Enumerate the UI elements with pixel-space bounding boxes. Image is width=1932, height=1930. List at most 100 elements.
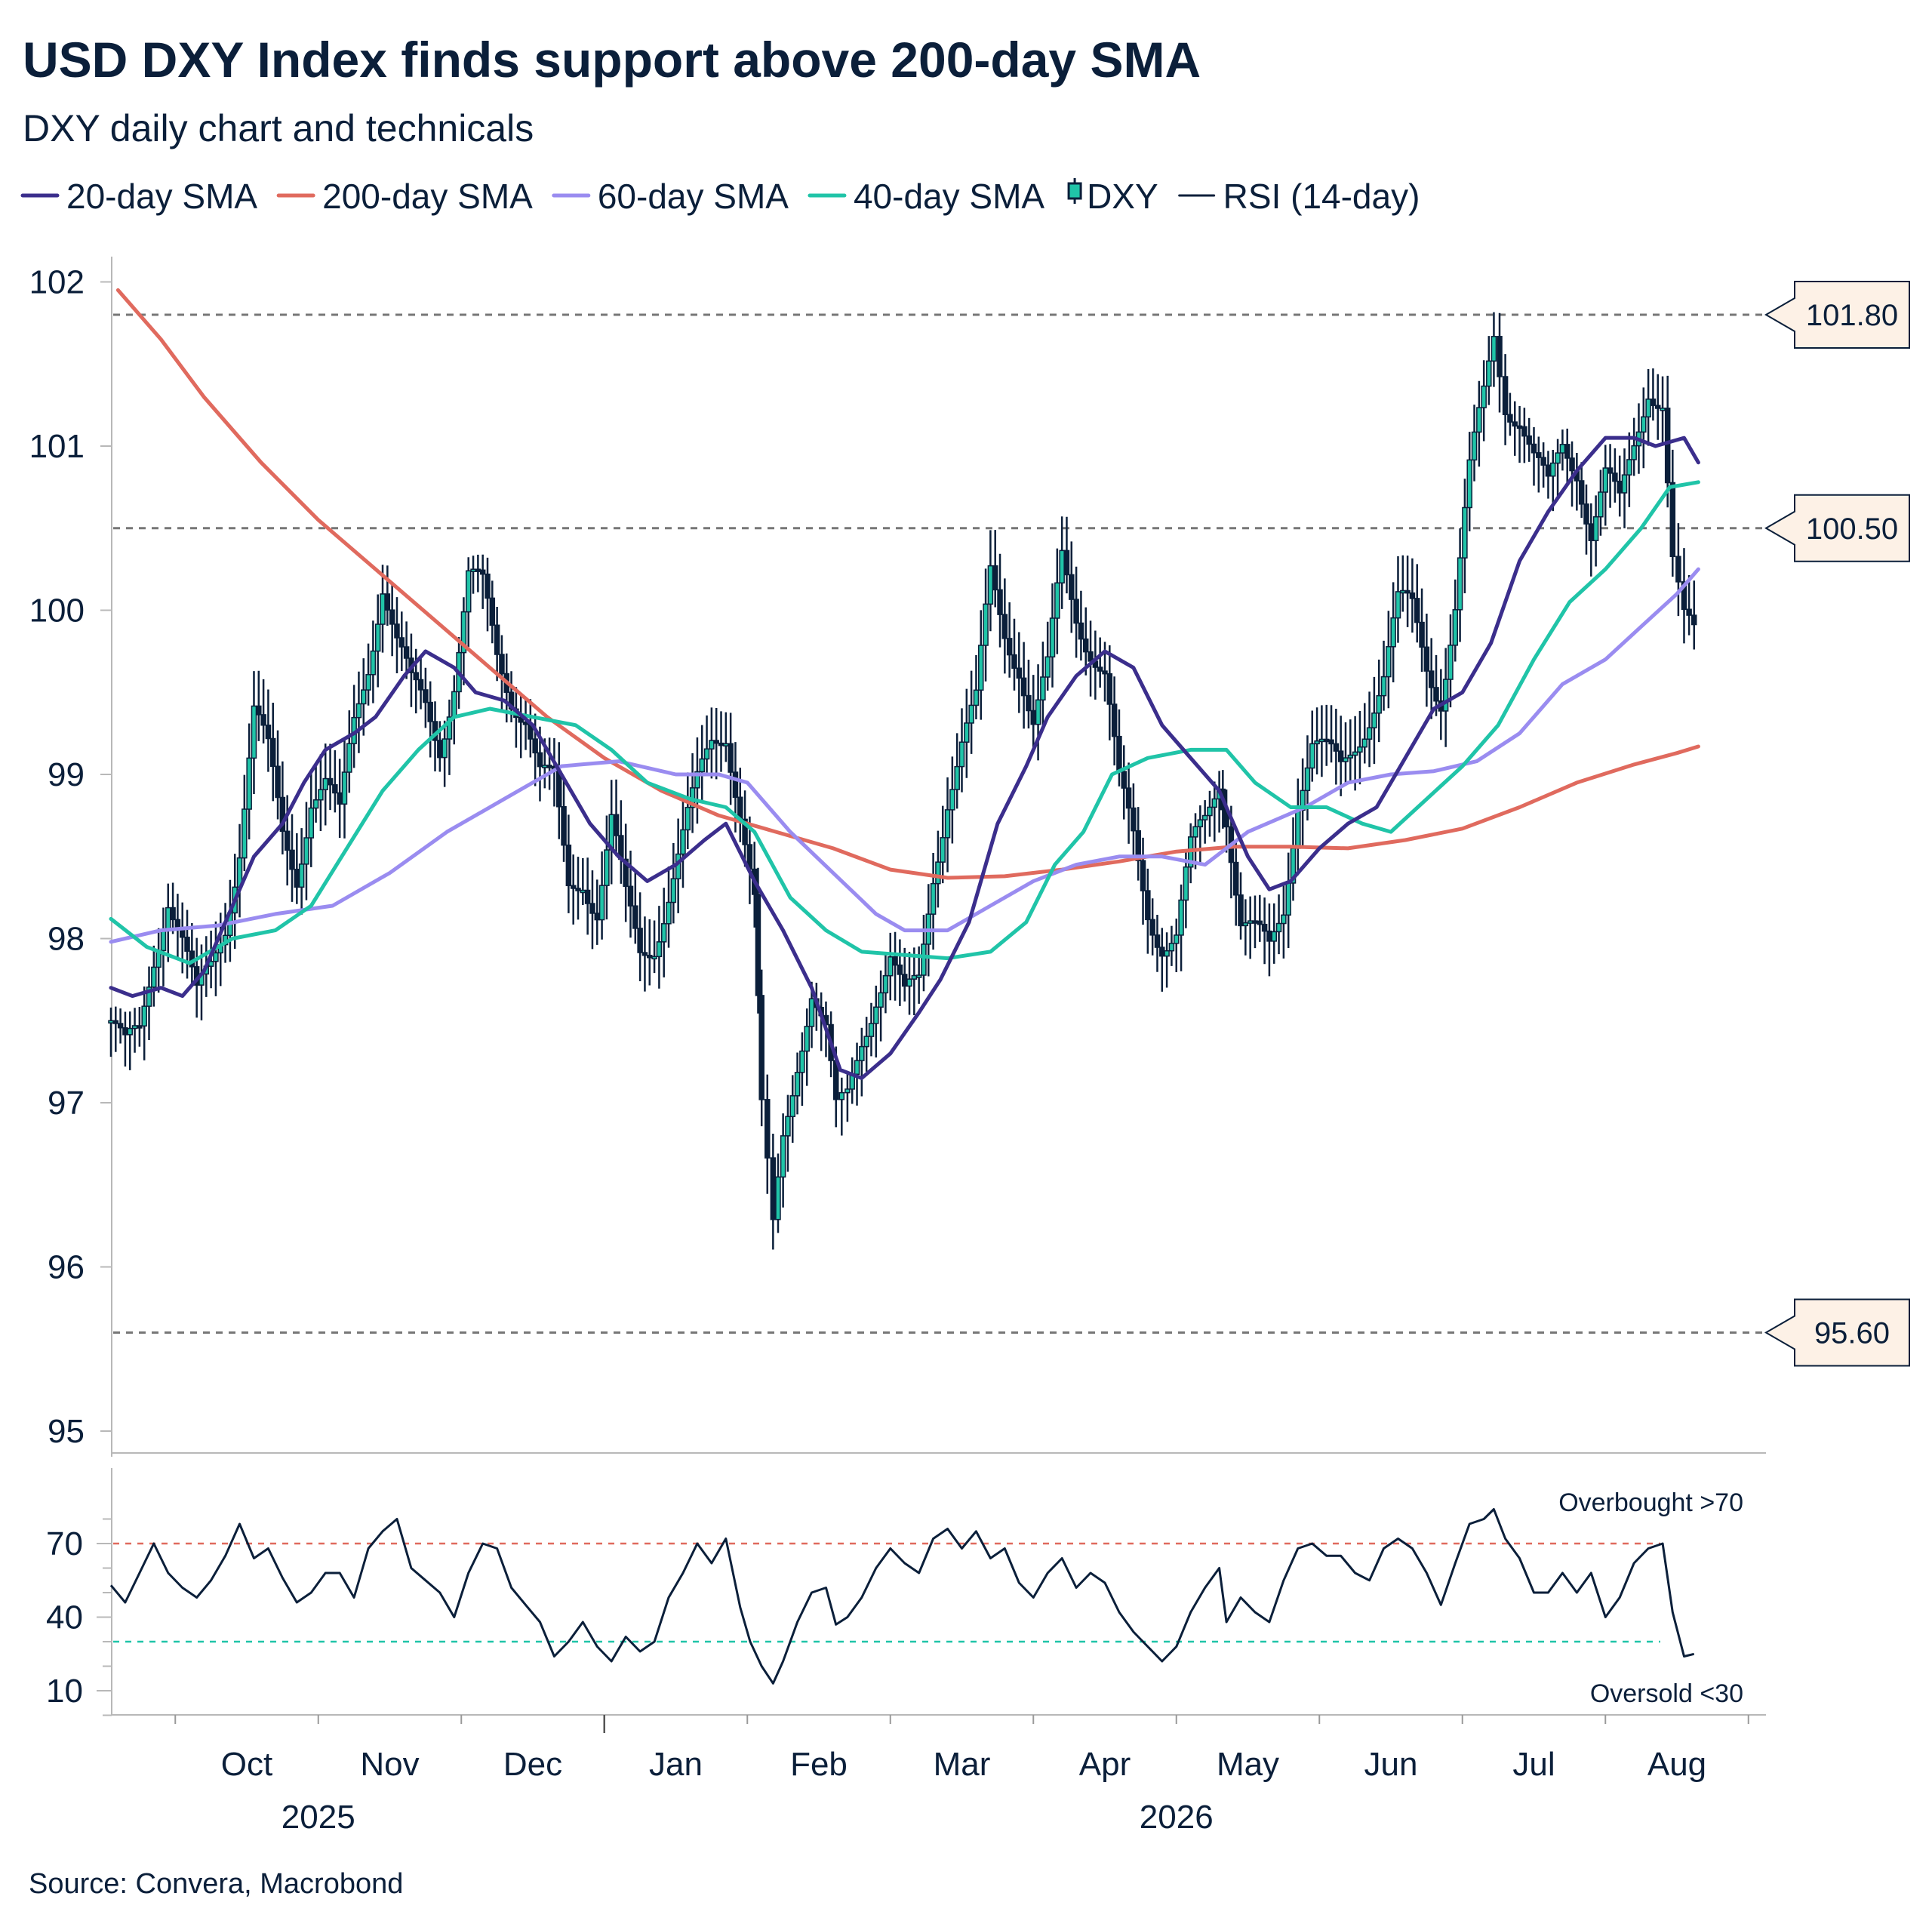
dxy-candle-body — [1040, 676, 1046, 701]
dxy-candles — [108, 312, 1697, 1250]
20-day-sma-line — [109, 436, 1700, 1080]
dxy-candle-body — [973, 689, 980, 706]
dxy-candle-body — [246, 757, 252, 810]
dxy-candle — [423, 667, 429, 728]
dxy-candle — [1328, 705, 1334, 763]
dxy-candle — [1626, 432, 1632, 507]
level-tag-label: 100.50 — [1806, 513, 1898, 546]
dxy-candle-body — [322, 777, 328, 790]
dxy-candle — [1006, 602, 1013, 678]
dxy-candle-body — [647, 954, 653, 959]
dxy-candle-body — [327, 777, 334, 786]
dxy-candle-body — [275, 765, 281, 799]
dxy-candle-body — [799, 1050, 805, 1073]
legend-item-200-day-sma: 200-day SMA — [276, 177, 533, 216]
dxy-candle-body — [1507, 414, 1513, 423]
dxy-candle — [1447, 614, 1454, 708]
dxy-candle — [1020, 642, 1027, 729]
dxy-candle-body — [1536, 452, 1542, 458]
dxy-candle-body — [1343, 757, 1349, 762]
dxy-candle — [868, 1002, 875, 1057]
dxy-candle-body — [1521, 426, 1527, 437]
dxy-candle — [764, 1074, 771, 1194]
dxy-candle — [1559, 429, 1566, 471]
dxy-candle — [370, 620, 377, 703]
dxy-candle — [699, 725, 705, 803]
dxy-candle — [1592, 495, 1599, 567]
dxy-candle-body — [703, 748, 710, 760]
dxy-candle-body — [718, 742, 724, 746]
dxy-candle — [570, 854, 577, 925]
dxy-candle-body — [1328, 739, 1334, 745]
dxy-candle — [1197, 805, 1204, 863]
dxy-candle — [294, 833, 300, 904]
dxy-candle — [1011, 618, 1017, 691]
dxy-candle-body — [1400, 589, 1406, 594]
dxy-candle-body — [758, 995, 764, 1100]
dxy-candle — [1111, 676, 1118, 766]
dxy-candle-body — [279, 796, 286, 833]
dxy-candle — [1154, 914, 1161, 972]
dxy-candle-body — [465, 570, 472, 613]
dxy-candle-body — [1207, 806, 1213, 817]
dxy-candle-body — [944, 809, 951, 839]
dxy-candle — [882, 952, 889, 1014]
dxy-candle-body — [542, 765, 548, 768]
dxy-candle — [246, 723, 252, 840]
dxy-candle-body — [1409, 592, 1416, 599]
dxy-candle — [1290, 817, 1297, 901]
dxy-candle — [1564, 428, 1571, 485]
dxy-candle — [1247, 896, 1254, 959]
dxy-candle-body — [901, 974, 908, 987]
dxy-candle — [660, 888, 667, 977]
dxy-candle — [546, 737, 552, 790]
dxy-candle — [389, 582, 395, 657]
dxy-candle — [1540, 442, 1546, 488]
dxy-candle — [1404, 556, 1411, 627]
chart-title: USD DXY Index finds support above 200-da… — [23, 32, 1201, 88]
dxy-candle-body — [699, 758, 705, 773]
year-label: 2025 — [281, 1799, 355, 1836]
dxy-candle — [758, 969, 764, 1127]
price-y-tick-label: 96 — [48, 1249, 85, 1286]
dxy-candle-body — [987, 565, 994, 605]
dxy-candle-body — [1211, 798, 1218, 808]
dxy-candle — [1545, 451, 1552, 499]
dxy-candle — [565, 814, 572, 913]
legend-item-20-day-sma: 20-day SMA — [20, 177, 257, 216]
dxy-candle-body — [1371, 713, 1377, 728]
dxy-candle — [1261, 897, 1268, 965]
dxy-candle-body — [1497, 336, 1503, 377]
dxy-candle-body — [1366, 727, 1373, 740]
dxy-candle — [1531, 426, 1537, 486]
dxy-candle-body — [732, 771, 739, 799]
dxy-candle — [770, 1134, 777, 1250]
rsi-panel: 10 40 70 Overbought >70 Oversold <30 — [46, 1468, 1766, 1716]
dxy-candle-body — [413, 672, 419, 681]
dxy-candle-body — [489, 597, 496, 626]
dxy-candle-body — [1238, 894, 1244, 927]
dxy-candle-body — [1242, 922, 1249, 927]
legend-item-dxy: DXY — [1067, 177, 1158, 216]
dxy-candle — [997, 553, 1003, 648]
dxy-candle — [332, 750, 338, 813]
dxy-candle — [608, 780, 614, 885]
dxy-candle — [242, 774, 248, 872]
dxy-candle-body — [1540, 457, 1546, 466]
dxy-candle-body — [637, 928, 643, 953]
dxy-candle — [1266, 903, 1272, 977]
dxy-candle-body — [1481, 385, 1487, 408]
dxy-candle-body — [570, 885, 577, 889]
dxy-candle-body — [151, 966, 157, 988]
dxy-candle-body — [844, 1088, 851, 1094]
dxy-candle-body — [284, 830, 291, 851]
dxy-candle-body — [1016, 667, 1023, 679]
dxy-candle — [1371, 676, 1377, 765]
dxy-candle — [944, 777, 951, 873]
dxy-candle-body — [575, 888, 581, 891]
dxy-candle — [1145, 868, 1151, 954]
dxy-candle-body — [632, 905, 638, 929]
dxy-candle — [1645, 369, 1651, 446]
dxy-candle — [1588, 503, 1595, 577]
dxy-candle — [1187, 823, 1194, 884]
